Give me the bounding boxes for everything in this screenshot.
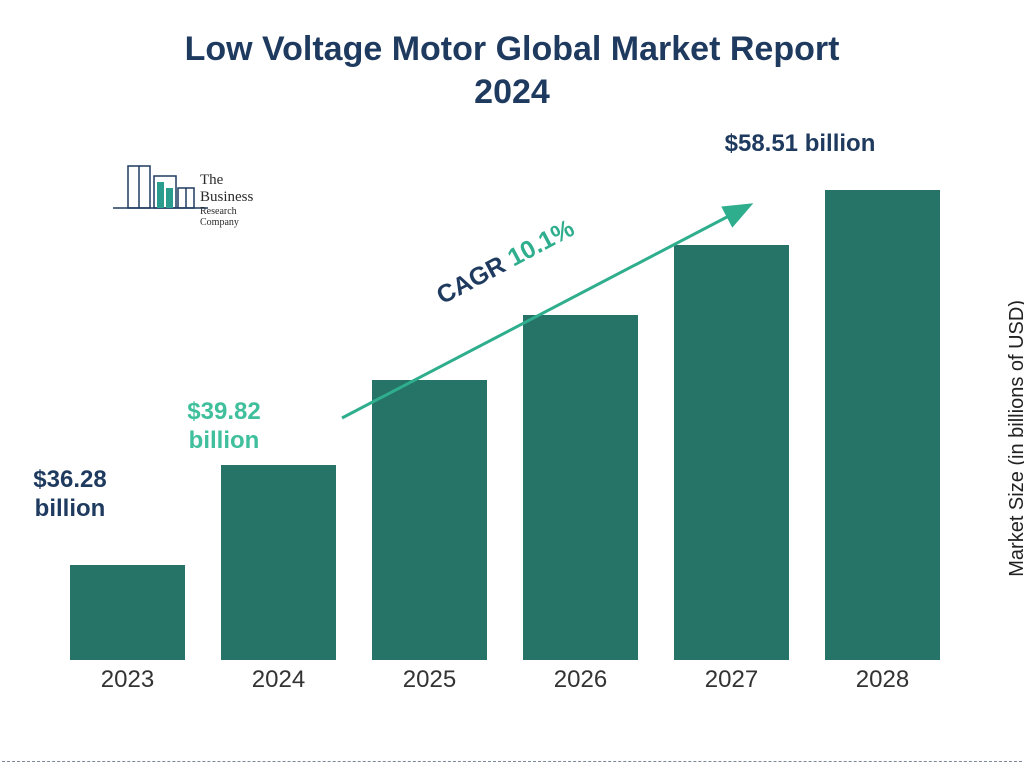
chart-title: Low Voltage Motor Global Market Report 2… [0,28,1024,113]
bar-2025 [372,380,487,660]
value-label-2024: $39.82billion [134,398,314,456]
x-label-2028: 2028 [825,666,940,694]
value-label-2028: $58.51 billion [710,130,890,159]
bar-2024 [221,465,336,660]
x-label-2025: 2025 [372,666,487,694]
chart-container: Low Voltage Motor Global Market Report 2… [0,0,1024,768]
x-label-2027: 2027 [674,666,789,694]
bar-2023 [70,565,185,660]
bar-2026 [523,315,638,660]
y-axis-label: Market Size (in billions of USD) [1006,300,1024,577]
title-line2: 2024 [474,73,550,111]
bar-2027 [674,245,789,660]
bar-2028 [825,190,940,660]
bottom-dashed-line [2,761,1022,762]
title-line1: Low Voltage Motor Global Market Report [185,30,840,68]
x-label-2024: 2024 [221,666,336,694]
value-label-2023: $36.28billion [0,466,160,524]
x-label-2023: 2023 [70,666,185,694]
x-label-2026: 2026 [523,666,638,694]
